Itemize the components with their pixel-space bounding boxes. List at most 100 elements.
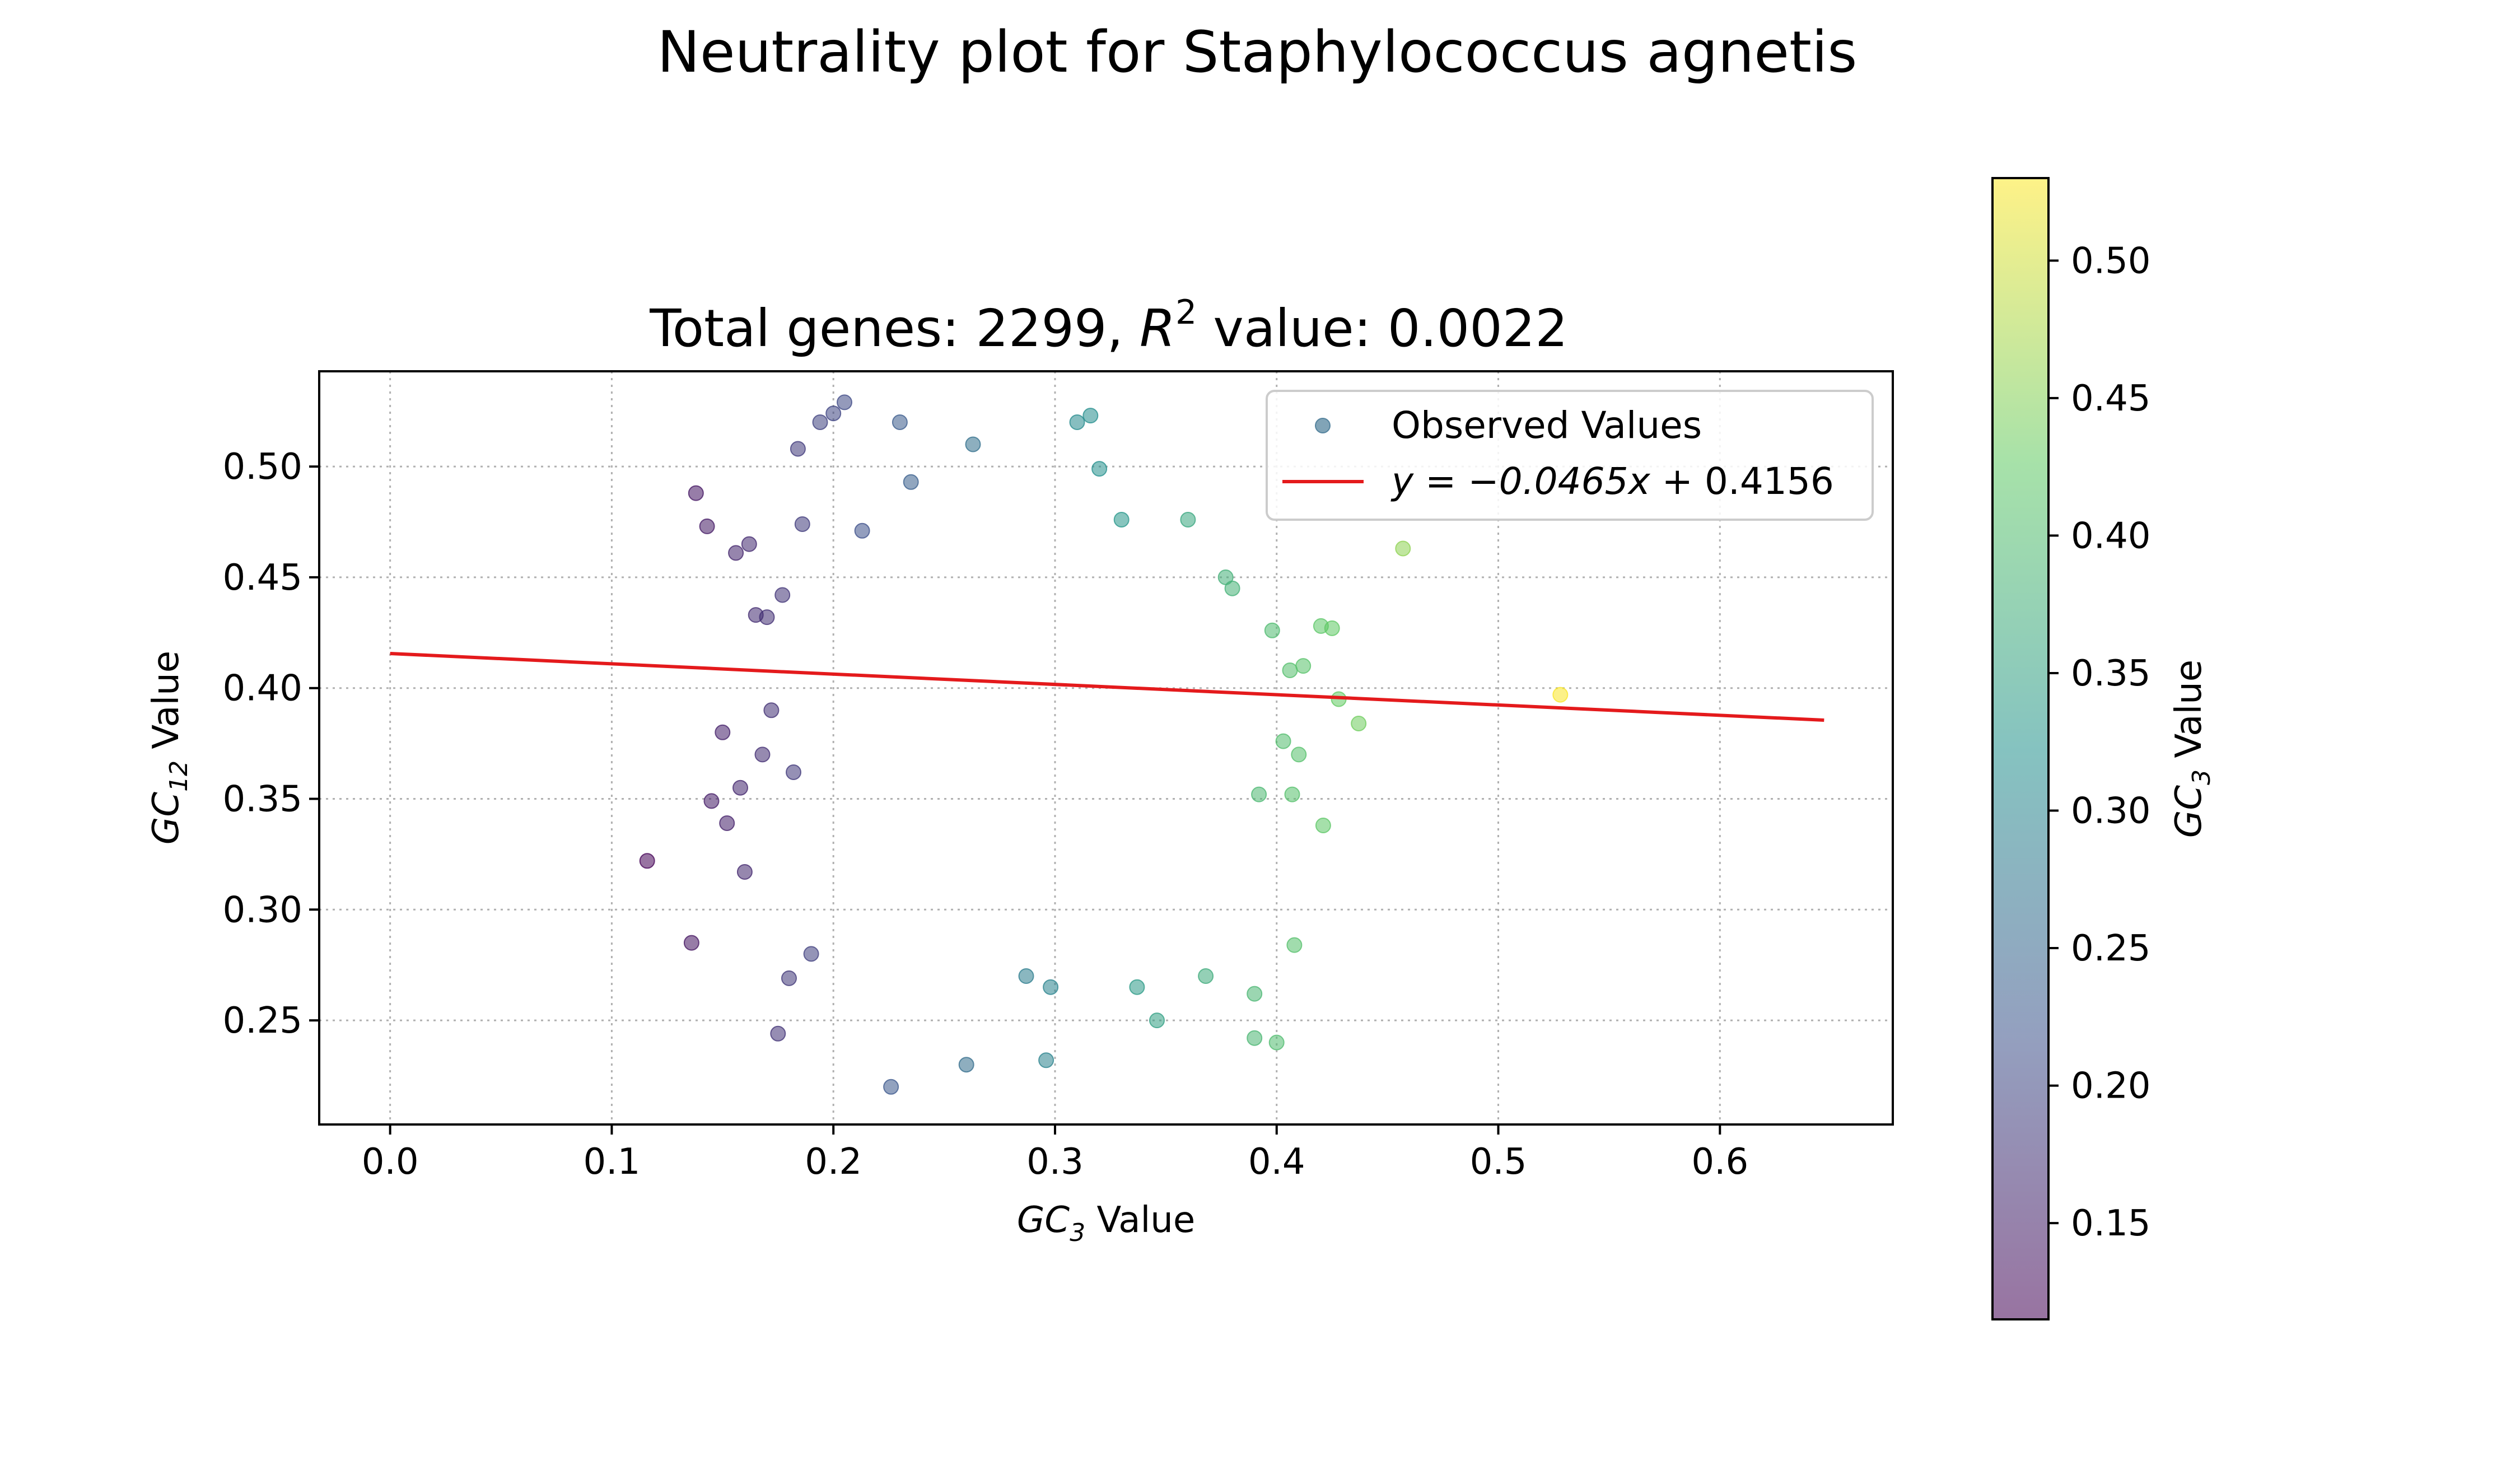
- grid-lines: [319, 371, 1893, 1124]
- data-point-61: [1552, 687, 1569, 703]
- data-point-36: [1091, 461, 1108, 477]
- legend-box: [1266, 390, 1874, 521]
- x-axis-label: GC3 Value: [1017, 1200, 1195, 1247]
- data-point-41: [1198, 968, 1214, 984]
- y-tick-label-5: 0.50: [223, 446, 303, 488]
- data-point-12: [754, 746, 771, 763]
- data-point-59: [1351, 716, 1367, 731]
- data-point-23: [825, 405, 842, 422]
- data-point-24: [837, 394, 852, 410]
- data-point-5: [715, 724, 731, 740]
- data-point-19: [790, 441, 806, 457]
- data-point-53: [1291, 746, 1307, 763]
- data-point-8: [732, 780, 748, 796]
- data-point-14: [763, 702, 780, 718]
- regression-line: [390, 651, 1824, 722]
- data-point-30: [965, 436, 981, 452]
- data-point-27: [892, 414, 908, 430]
- colorbar-frame: [1991, 177, 2050, 1320]
- data-point-3: [699, 518, 715, 534]
- data-point-48: [1268, 1034, 1285, 1051]
- data-point-33: [1043, 979, 1059, 995]
- legend-observed-label: Observed Values: [1392, 404, 1702, 447]
- data-point-31: [1018, 968, 1034, 984]
- axes-title: Total genes: 2299, R2 value: 0.0022: [649, 293, 1568, 358]
- data-point-52: [1286, 937, 1303, 953]
- legend-fit-label: y = −0.0465x + 0.4156: [1390, 460, 1834, 503]
- y-tick-label-0: 0.25: [223, 1000, 303, 1042]
- x-tick-label-2: 0.2: [805, 1141, 862, 1183]
- data-point-10: [741, 536, 757, 552]
- colorbar-tick-label-4: 0.35: [2071, 653, 2151, 694]
- y-tick-label-2: 0.35: [223, 778, 303, 820]
- data-point-37: [1113, 512, 1130, 528]
- colorbar-tick-label-2: 0.25: [2071, 928, 2151, 969]
- data-point-43: [1224, 580, 1240, 596]
- data-point-29: [958, 1057, 974, 1073]
- data-point-54: [1295, 658, 1312, 674]
- x-tick-label-1: 0.1: [584, 1141, 641, 1183]
- y-tick-label-1: 0.30: [223, 889, 303, 931]
- colorbar-tick-label-5: 0.40: [2071, 515, 2151, 557]
- x-tick-label-0: 0.0: [362, 1141, 419, 1183]
- data-point-60: [1395, 540, 1411, 557]
- data-point-6: [719, 815, 735, 831]
- data-point-34: [1069, 414, 1085, 430]
- data-point-7: [728, 545, 744, 561]
- data-point-21: [803, 946, 819, 962]
- colorbar-tick-label-6: 0.45: [2071, 378, 2151, 419]
- data-point-25: [854, 522, 870, 539]
- figure-suptitle: Neutrality plot for Staphylococcus agnet…: [657, 19, 1858, 86]
- colorbar-ticks: 0.15 0.20 0.25 0.30 0.35 0.40 0.45 0.50: [2048, 240, 2151, 1244]
- data-point-2: [688, 485, 704, 501]
- y-axis-ticks: 0.25 0.30 0.35 0.40 0.45 0.50: [223, 446, 319, 1042]
- data-point-15: [770, 1025, 786, 1042]
- data-point-16: [774, 587, 791, 603]
- data-point-38: [1129, 979, 1145, 995]
- data-point-13: [759, 609, 775, 626]
- data-point-49: [1275, 733, 1291, 749]
- colorbar-tick-label-3: 0.30: [2071, 790, 2151, 832]
- data-point-39: [1149, 1012, 1165, 1029]
- y-tick-label-3: 0.40: [223, 668, 303, 710]
- data-point-17: [781, 970, 797, 986]
- data-point-20: [794, 516, 810, 532]
- data-point-45: [1247, 986, 1263, 1002]
- data-point-44: [1247, 1030, 1263, 1046]
- colorbar-label: GC3 Value: [2168, 660, 2216, 838]
- data-point-28: [903, 474, 919, 490]
- colorbar-tick-label-1: 0.20: [2071, 1066, 2151, 1107]
- x-tick-label-3: 0.3: [1026, 1141, 1084, 1183]
- data-point-1: [683, 935, 699, 951]
- x-tick-label-6: 0.6: [1691, 1141, 1748, 1183]
- data-point-18: [786, 764, 801, 780]
- data-point-56: [1315, 818, 1331, 833]
- x-tick-label-4: 0.4: [1248, 1141, 1305, 1183]
- data-point-4: [703, 793, 720, 809]
- data-point-50: [1282, 662, 1298, 678]
- data-point-35: [1082, 408, 1099, 424]
- data-point-22: [812, 414, 828, 430]
- data-point-47: [1264, 622, 1280, 638]
- colorbar-tick-label-0: 0.15: [2071, 1203, 2151, 1244]
- x-tick-label-5: 0.5: [1470, 1141, 1527, 1183]
- legend-observed-marker: [1315, 418, 1331, 433]
- colorbar-tick-label-7: 0.50: [2071, 240, 2151, 282]
- data-point-9: [736, 864, 753, 880]
- data-point-46: [1251, 786, 1267, 802]
- data-point-26: [883, 1079, 899, 1095]
- legend: Observed Values y = −0.0465x + 0.4156: [1266, 390, 1874, 521]
- y-axis-label: GC12 Value: [146, 651, 193, 844]
- scatter-points: [639, 394, 1569, 1095]
- plot-area-frame: [318, 370, 1894, 1126]
- data-point-40: [1180, 512, 1196, 528]
- data-point-0: [639, 853, 655, 869]
- data-point-57: [1324, 620, 1340, 636]
- x-axis-ticks: 0.0 0.1 0.2 0.3 0.4 0.5 0.6: [362, 1124, 1748, 1183]
- data-point-51: [1284, 786, 1300, 802]
- data-point-32: [1038, 1052, 1054, 1068]
- y-tick-label-4: 0.45: [223, 557, 303, 599]
- colorbar-gradient: [1992, 178, 2048, 1319]
